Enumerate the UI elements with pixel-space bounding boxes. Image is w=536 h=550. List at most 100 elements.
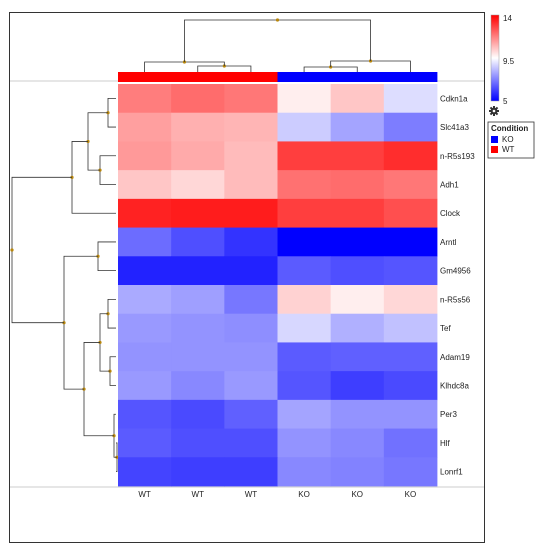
heatmap-cell (277, 313, 332, 343)
legend-swatch (491, 136, 498, 143)
heatmap-cell (118, 227, 172, 257)
gear-icon (489, 106, 499, 116)
heatmap-cell (330, 227, 385, 257)
legend-swatch (491, 146, 498, 153)
dendrogram-branch (87, 112, 108, 171)
row-label: Cdkn1a (440, 94, 468, 103)
heatmap-cell (383, 227, 438, 257)
heatmap-cell (171, 428, 225, 458)
heatmap-cell (383, 170, 438, 200)
heatmap-cell (330, 457, 385, 487)
gear-tooth (493, 113, 495, 116)
heatmap-cell (171, 371, 225, 401)
heatmap-cell (383, 112, 438, 142)
row-label: Hlf (440, 439, 451, 448)
dendrogram-branch (83, 342, 114, 437)
heatmap-cell (383, 313, 438, 343)
heatmap-cell (383, 256, 438, 286)
column-label: WT (192, 490, 205, 499)
heatmap-cell (383, 371, 438, 401)
heatmap-cell (383, 457, 438, 487)
condition-annotation-bar (118, 72, 438, 82)
row-label: Per3 (440, 410, 457, 419)
heatmap-cell (383, 141, 438, 171)
heatmap-cell (171, 285, 225, 315)
colorbar: 149.55 (489, 14, 515, 116)
heatmap-cell (224, 313, 278, 343)
heatmap-cell (118, 141, 172, 171)
row-label: Tef (440, 324, 451, 333)
heatmap-cell (330, 313, 385, 343)
dendrogram-node (10, 248, 14, 252)
condition-bar-segment (171, 72, 225, 82)
column-labels: WT WT WT KO KO KO (138, 490, 416, 499)
heatmap-cell (171, 399, 225, 429)
heatmap-cell (277, 428, 332, 458)
heatmap-cell (118, 399, 172, 429)
dendrogram-branch (97, 241, 116, 272)
heatmap-cell (383, 342, 438, 372)
gear-hole (492, 109, 496, 113)
dendrogram-branch (330, 60, 411, 72)
dendrogram-node (275, 18, 280, 22)
heatmap-cell (171, 313, 225, 343)
heatmap-cell (330, 371, 385, 401)
heatmap-cell (171, 198, 225, 228)
row-label: n-R5s56 (440, 295, 471, 304)
heatmap-cell (171, 84, 225, 114)
column-label: KO (405, 490, 417, 499)
heatmap-cell (383, 399, 438, 429)
condition-bar-segment (330, 72, 385, 82)
heatmap-cell (277, 170, 332, 200)
row-label: Arntl (440, 238, 457, 247)
row-label: Gm4956 (440, 267, 471, 276)
column-label: KO (351, 490, 363, 499)
heatmap-cell (277, 198, 332, 228)
heatmap-cell (171, 227, 225, 257)
heatmap-cell (118, 198, 172, 228)
heatmap-cell (171, 342, 225, 372)
colorbar-tick-label: 9.5 (503, 57, 515, 66)
heatmap-cell (277, 285, 332, 315)
row-label: Slc41a3 (440, 123, 469, 132)
heatmap-cell (224, 399, 278, 429)
heatmap-cell (224, 141, 278, 171)
condition-bar-segment (383, 72, 438, 82)
legend-label: KO (502, 135, 514, 144)
heatmap-cell (224, 371, 278, 401)
heatmap-cell (330, 428, 385, 458)
heatmap-cell (224, 170, 278, 200)
row-label: n-R5s193 (440, 152, 475, 161)
heatmap-cells (118, 84, 438, 487)
row-label: Lonrf1 (440, 468, 463, 477)
heatmap-cell (171, 141, 225, 171)
heatmap-cell (277, 112, 332, 142)
row-dendrogram (10, 97, 119, 473)
heatmap-cell (383, 84, 438, 114)
column-label: WT (245, 490, 258, 499)
heatmap-cell (330, 198, 385, 228)
heatmap-cell (118, 112, 172, 142)
heatmap-cell (118, 285, 172, 315)
heatmap-cell (224, 84, 278, 114)
heatmap-cell (383, 285, 438, 315)
heatmap-cell (171, 457, 225, 487)
colorbar-gradient-bar (490, 14, 500, 102)
heatmap-cell (383, 428, 438, 458)
heatmap-cell (224, 198, 278, 228)
heatmap-cell (171, 256, 225, 286)
condition-bar-segment (224, 72, 278, 82)
heatmap-cell (171, 112, 225, 142)
heatmap-cell (224, 112, 278, 142)
heatmap-cell (277, 141, 332, 171)
row-labels: Cdkn1a Slc41a3 n-R5s193 Adh1 Clock Arntl Gm495… (440, 94, 475, 476)
heatmap-cell (330, 141, 385, 171)
column-dendrogram (144, 18, 411, 72)
heatmap-cell (277, 457, 332, 487)
heatmap-cell (224, 256, 278, 286)
heatmap-cell (224, 342, 278, 372)
heatmap-cell (277, 227, 332, 257)
gear-tooth (493, 106, 495, 109)
colorbar-tick-label: 14 (503, 14, 512, 23)
heatmap-cell (330, 342, 385, 372)
